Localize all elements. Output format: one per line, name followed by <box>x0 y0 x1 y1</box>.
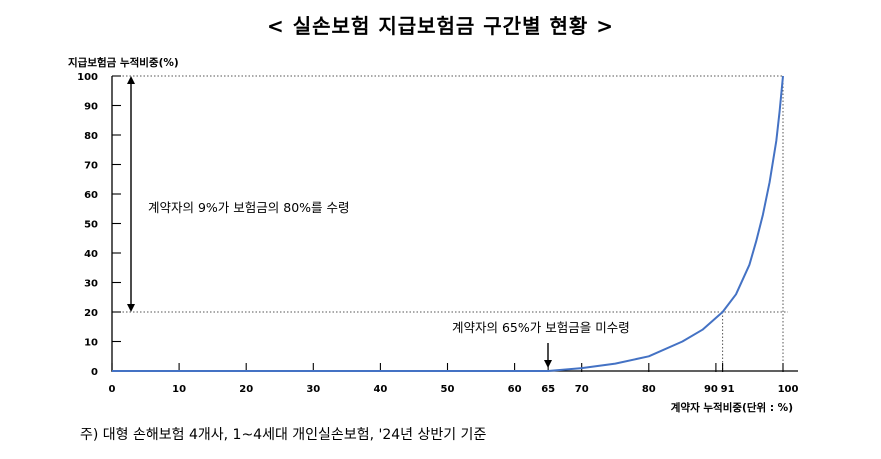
chart-title: < 실손보험 지급보험금 구간별 현황 > <box>267 14 614 38</box>
x-tick-label-50: 50 <box>441 384 455 395</box>
y-tick-label-30: 30 <box>84 279 98 290</box>
x-tick-label-91: 91 <box>721 384 735 395</box>
y-tick-label-10: 10 <box>84 338 98 349</box>
footnote: 주) 대형 손해보험 4개사, 1~4세대 개인실손보험, '24년 상반기 기… <box>80 427 487 443</box>
x-tick-label-100: 100 <box>778 384 799 395</box>
y-tick-label-70: 70 <box>84 161 98 172</box>
x-tick-label-0: 0 <box>109 384 116 395</box>
x-tick-label-20: 20 <box>239 384 253 395</box>
x-axis-title: 계약자 누적비중(단위 : %) <box>671 401 793 414</box>
y-axis-title: 지급보험금 누적비중(%) <box>68 56 179 69</box>
x-tick-label-60: 60 <box>508 384 522 395</box>
x-tick-label-80: 80 <box>642 384 656 395</box>
annotation-no-payout: 계약자의 65%가 보험금을 미수령 <box>452 320 630 335</box>
annotation-top-payout: 계약자의 9%가 보험금의 80%를 수령 <box>148 200 350 215</box>
series-line-0 <box>112 75 784 372</box>
y-tick-label-20: 20 <box>84 308 98 319</box>
y-tick-label-50: 50 <box>84 220 98 231</box>
y-tick-label-0: 0 <box>91 367 98 378</box>
y-tick-label-40: 40 <box>84 249 98 260</box>
x-tick-label-40: 40 <box>373 384 387 395</box>
x-tick-label-70: 70 <box>575 384 589 395</box>
y-tick-label-90: 90 <box>84 102 98 113</box>
x-tick-label-30: 30 <box>306 384 320 395</box>
x-tick-label-10: 10 <box>172 384 186 395</box>
y-tick-label-60: 60 <box>84 190 98 201</box>
x-tick-label-65: 65 <box>541 384 555 395</box>
x-tick-label-90: 90 <box>704 384 718 395</box>
y-tick-label-100: 100 <box>77 72 98 83</box>
y-tick-label-80: 80 <box>84 131 98 142</box>
line-chart: 지급보험금 누적비중(%) 계약자 누적비중(단위 : %) 0 10 20 30 40… <box>68 56 799 414</box>
